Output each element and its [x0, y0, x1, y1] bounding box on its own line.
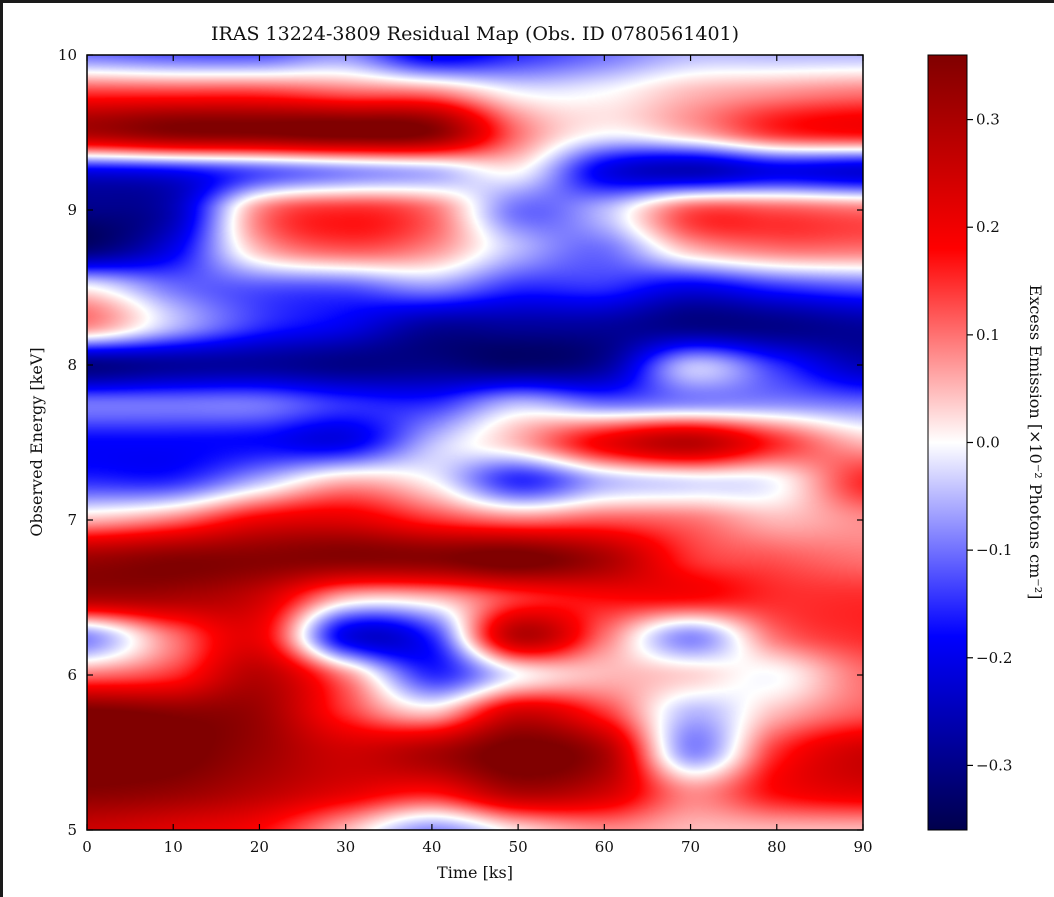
- colorbar-tick-label: 0.3: [976, 111, 1000, 129]
- x-tick-label: 80: [767, 838, 786, 856]
- y-tick-label: 10: [58, 46, 77, 64]
- colorbar-label: Excess Emission [×10⁻² Photons cm⁻²]: [1026, 285, 1045, 600]
- x-axis: 0 10 20 30 40 50 60 70 80 90: [82, 55, 873, 856]
- colorbar-tick-label: −0.1: [976, 541, 1012, 559]
- x-tick-label: 40: [422, 838, 441, 856]
- x-tick-label: 70: [681, 838, 700, 856]
- x-tick-label: 30: [336, 838, 355, 856]
- y-axis: 5 6 7 8 9 10: [58, 46, 863, 839]
- y-tick-label: 9: [67, 201, 77, 219]
- x-tick-label: 90: [853, 838, 872, 856]
- x-tick-label: 60: [595, 838, 614, 856]
- colorbar-tick-label: 0.2: [976, 218, 1000, 236]
- y-tick-label: 6: [67, 666, 77, 684]
- plot-area: [87, 55, 863, 830]
- x-tick-label: 0: [82, 838, 92, 856]
- heatmap-image: [87, 55, 863, 830]
- x-tick-label: 20: [250, 838, 269, 856]
- colorbar-tick-label: −0.2: [976, 649, 1012, 667]
- y-tick-label: 7: [67, 511, 77, 529]
- chart-title: IRAS 13224-3809 Residual Map (Obs. ID 07…: [211, 23, 739, 45]
- y-axis-label: Observed Energy [keV]: [27, 347, 46, 536]
- colorbar-tick-label: 0.0: [976, 434, 1000, 452]
- colorbar-ticks: 0.3 0.2 0.1 0.0 −0.1 −0.2 −0.3: [967, 111, 1012, 774]
- x-axis-label: Time [ks]: [437, 863, 513, 882]
- y-tick-label: 5: [67, 821, 77, 839]
- plot-border: [86, 54, 864, 831]
- colorbar: [927, 54, 968, 831]
- colorbar-tick-label: −0.3: [976, 756, 1012, 774]
- x-tick-label: 50: [509, 838, 528, 856]
- y-tick-label: 8: [67, 356, 77, 374]
- colorbar-tick-label: 0.1: [976, 326, 1000, 344]
- x-tick-label: 10: [164, 838, 183, 856]
